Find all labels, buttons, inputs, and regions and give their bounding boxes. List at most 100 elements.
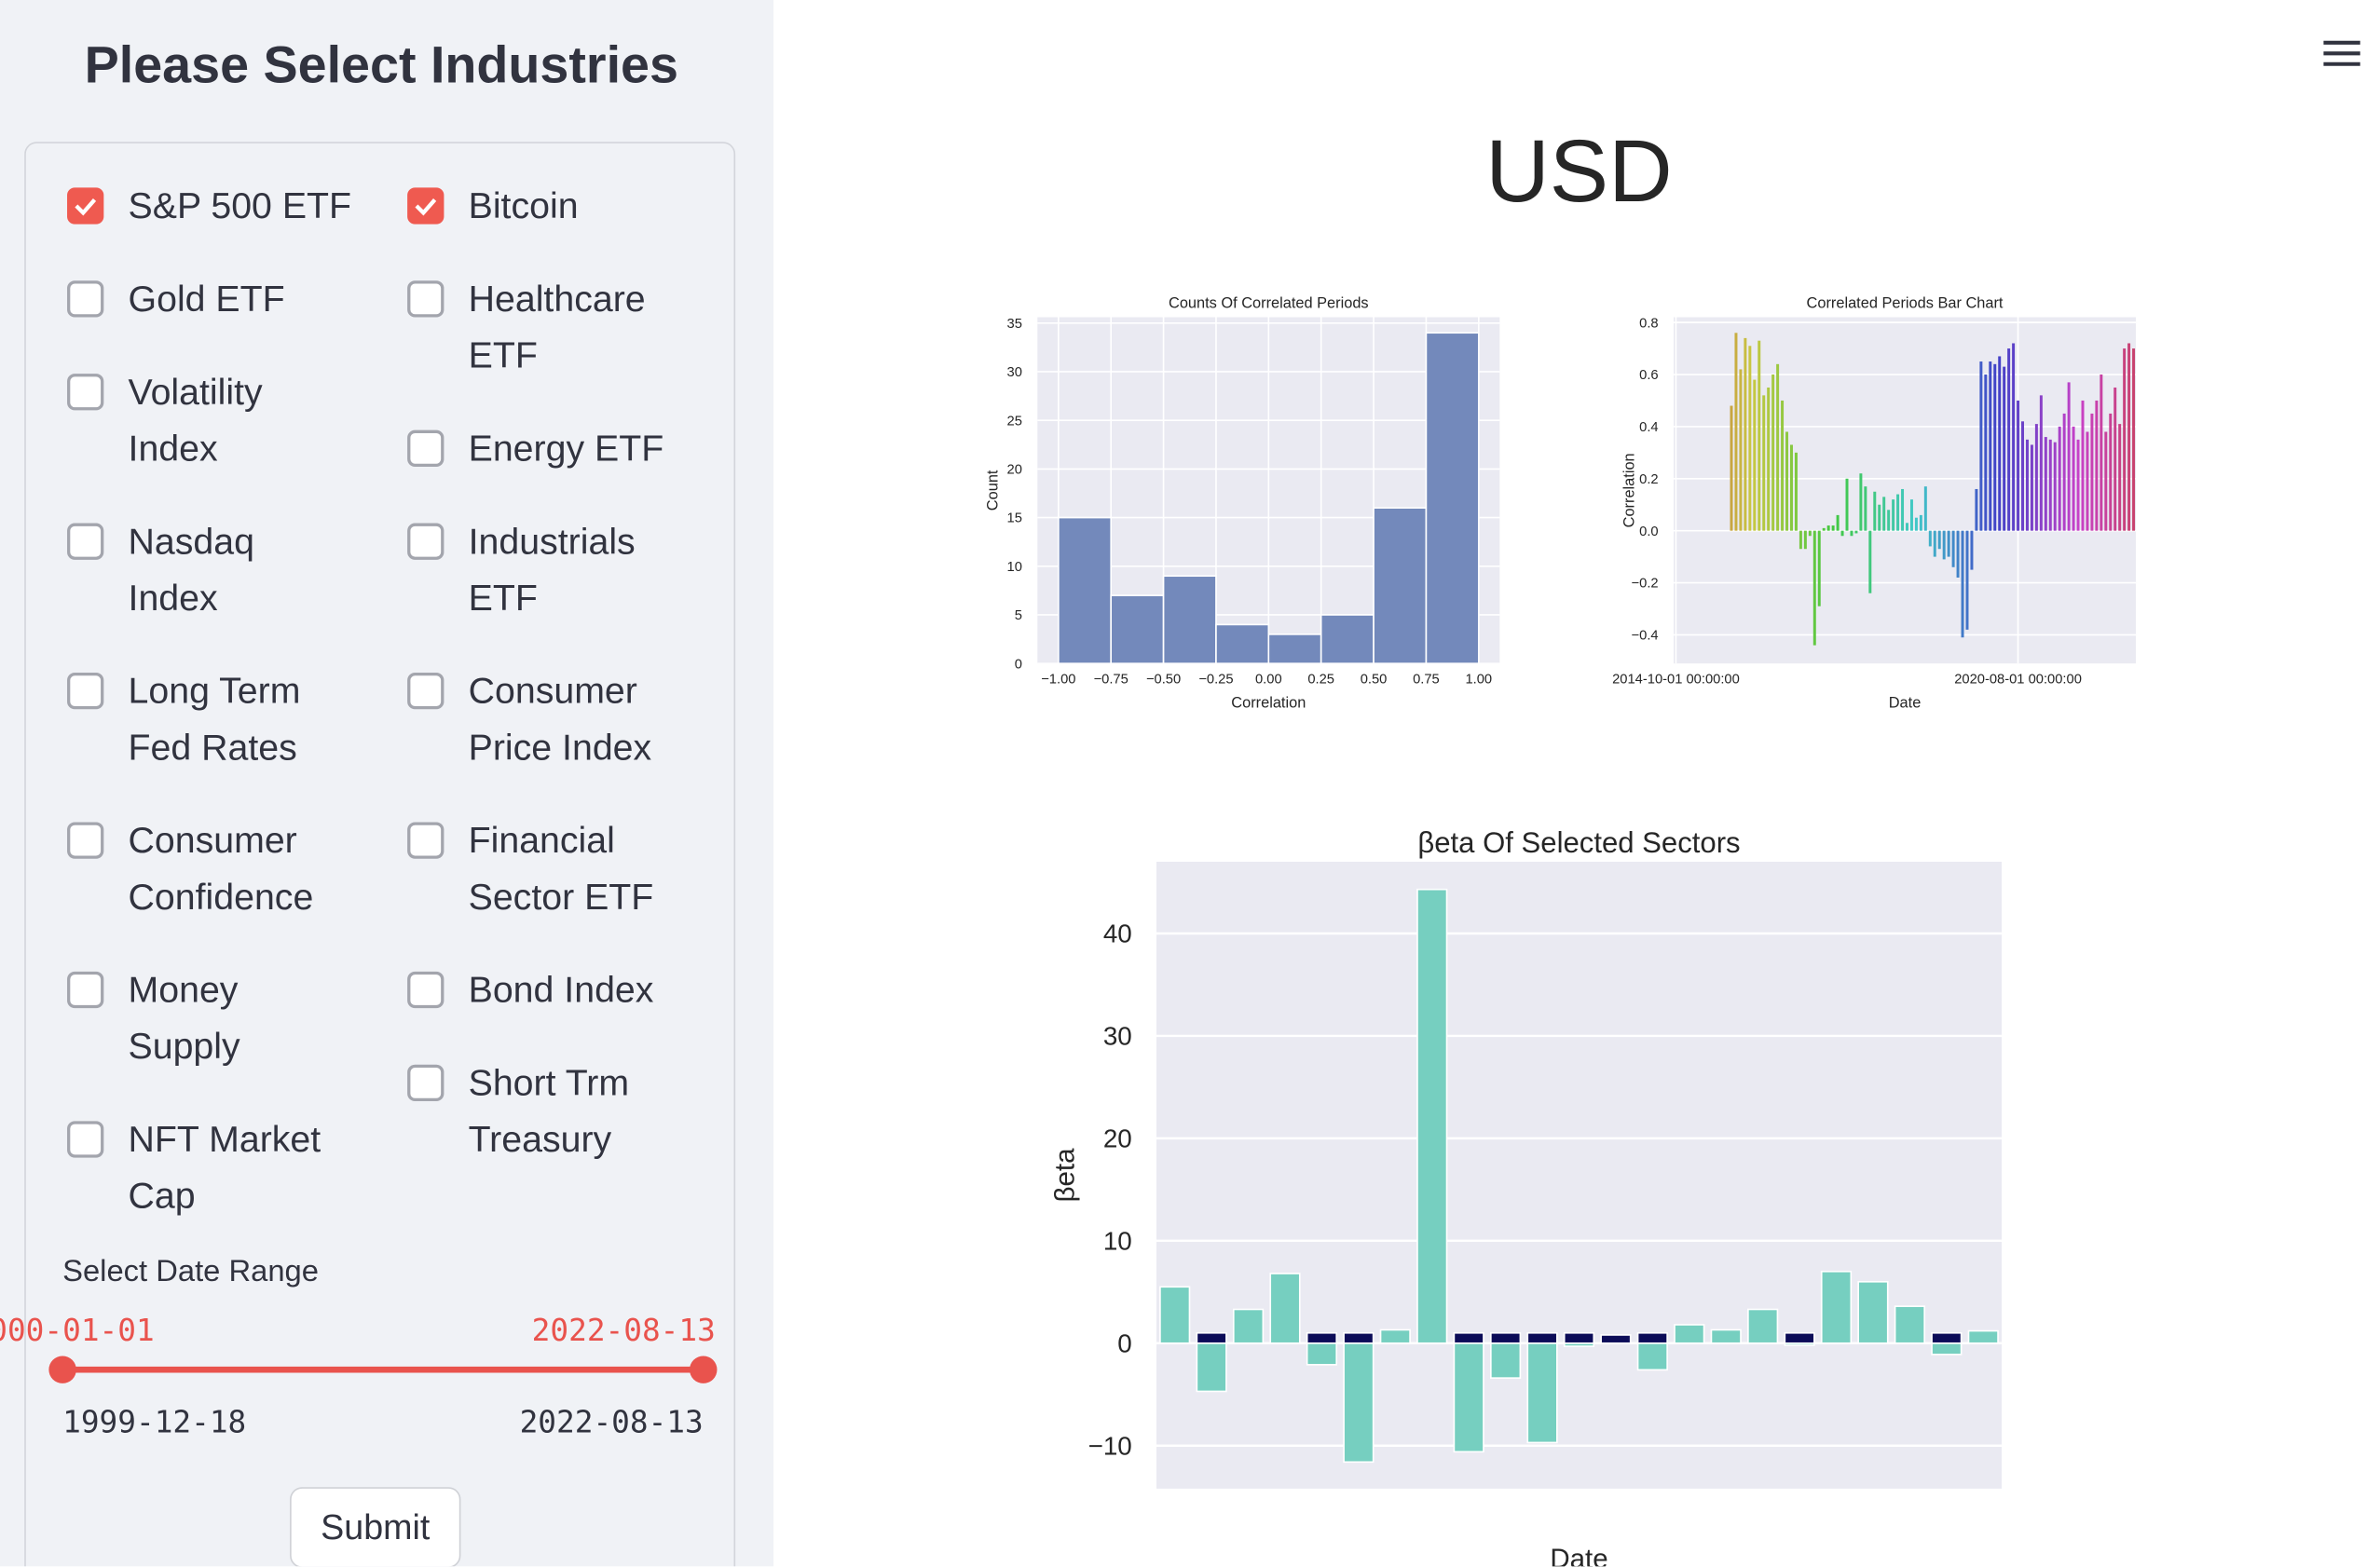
bar (1490, 1331, 1522, 1344)
option-label: Consumer Price Index (468, 671, 652, 770)
y-tick-label: 35 (1007, 317, 1022, 332)
option[interactable]: Volatility Index (67, 364, 354, 477)
bar (1343, 1331, 1375, 1344)
option-label: Volatility Index (128, 372, 263, 470)
bar (1942, 530, 1946, 560)
bar (1674, 1324, 1705, 1344)
checkbox[interactable] (407, 429, 445, 467)
option[interactable]: NFT Market Cap (67, 1112, 354, 1225)
checkbox[interactable] (407, 280, 445, 318)
option-label: Long Term Fed Rates (128, 671, 301, 770)
y-tick-label: −0.4 (1632, 629, 1659, 644)
bar (1343, 1342, 1375, 1464)
slider-label: Select Date Range (62, 1255, 319, 1289)
bar (2007, 348, 2011, 531)
slider-max: 2022-08-13 (519, 1403, 704, 1440)
bar (1826, 525, 1830, 531)
bar (1984, 375, 1988, 531)
bar (2118, 424, 2122, 531)
bar (1416, 888, 1448, 1344)
menu-icon[interactable] (2323, 40, 2360, 66)
bar (1931, 1342, 1963, 1356)
option[interactable]: Money Supply (67, 962, 354, 1075)
x-tick-label: 1.00 (1465, 672, 1492, 687)
submit-button[interactable]: Submit (290, 1487, 461, 1567)
checkbox[interactable] (407, 971, 445, 1009)
bar (2104, 431, 2108, 531)
bar (2109, 413, 2113, 531)
checkbox[interactable] (67, 672, 104, 710)
x-axis-label: Date (1550, 1544, 1607, 1566)
option[interactable]: Gold ETF (67, 271, 354, 328)
bar (1882, 497, 1886, 531)
option[interactable]: Healthcare ETF (407, 271, 694, 384)
checkbox[interactable] (67, 523, 104, 560)
bar (1490, 1342, 1522, 1379)
y-tick-label: 0.0 (1639, 525, 1658, 539)
option[interactable]: Bond Index (407, 962, 694, 1019)
bar (2034, 424, 2038, 531)
checkbox[interactable] (407, 822, 445, 859)
option[interactable]: Energy ETF (407, 421, 694, 478)
option[interactable]: Short Trm Treasury (407, 1056, 694, 1168)
x-tick-label: 0.00 (1255, 672, 1282, 687)
checkbox[interactable] (67, 187, 104, 225)
bar (1887, 510, 1891, 531)
bar (1979, 361, 1983, 531)
checkbox[interactable] (67, 374, 104, 411)
option[interactable]: Consumer Confidence (67, 813, 354, 926)
slider-thumb[interactable] (690, 1356, 718, 1383)
option-column: S&P 500 ETF Gold ETF Volatility Index Nasda… (67, 179, 354, 1225)
bar (1868, 530, 1872, 593)
checkbox[interactable] (67, 971, 104, 1009)
checkbox[interactable] (407, 523, 445, 560)
bar (1931, 1331, 1963, 1344)
bar (1894, 1305, 1925, 1344)
bar (1808, 530, 1812, 537)
checkbox[interactable] (67, 1121, 104, 1158)
bar (2123, 348, 2127, 531)
checkbox[interactable] (67, 822, 104, 859)
option[interactable]: Industrials ETF (407, 514, 694, 627)
y-tick-label: 40 (1103, 920, 1132, 948)
option[interactable]: Nasdaq Index (67, 514, 354, 627)
y-tick-label: 30 (1103, 1022, 1132, 1051)
option-label: Money Supply (128, 970, 240, 1069)
histogram-bar (1320, 614, 1375, 664)
bar (1767, 387, 1771, 531)
option[interactable]: Bitcoin (407, 179, 694, 236)
bar (1453, 1342, 1484, 1453)
bar (2090, 413, 2094, 531)
checkbox[interactable] (407, 672, 445, 710)
option[interactable]: Financial Sector ETF (407, 813, 694, 926)
bar (2100, 375, 2103, 531)
bar (2132, 348, 2136, 531)
histogram-bar (1058, 516, 1113, 664)
bar (1831, 525, 1835, 531)
checkbox[interactable] (67, 280, 104, 318)
bar (1873, 491, 1877, 531)
bar (1901, 488, 1905, 531)
option-label: Gold ETF (128, 279, 285, 320)
y-tick-label: 0 (1117, 1329, 1131, 1358)
plot-area (1156, 862, 2002, 1489)
bar (1914, 517, 1918, 531)
heading: USD (1485, 122, 1672, 221)
bar (1989, 361, 1992, 531)
x-axis-label: Correlation (1231, 695, 1306, 712)
option[interactable]: Long Term Fed Rates (67, 663, 354, 776)
form-box (24, 142, 736, 1567)
bar (1600, 1334, 1632, 1344)
slider-thumb[interactable] (48, 1356, 76, 1383)
bar (1937, 530, 1941, 550)
bar (1776, 363, 1780, 531)
option-column: Bitcoin Healthcare ETF Energy ETF Industria… (407, 179, 694, 1169)
option[interactable]: S&P 500 ETF (67, 179, 354, 236)
bar (2044, 437, 2047, 531)
bar (1933, 530, 1936, 557)
checkbox[interactable] (407, 1064, 445, 1102)
checkbox[interactable] (407, 187, 445, 225)
option[interactable]: Consumer Price Index (407, 663, 694, 776)
